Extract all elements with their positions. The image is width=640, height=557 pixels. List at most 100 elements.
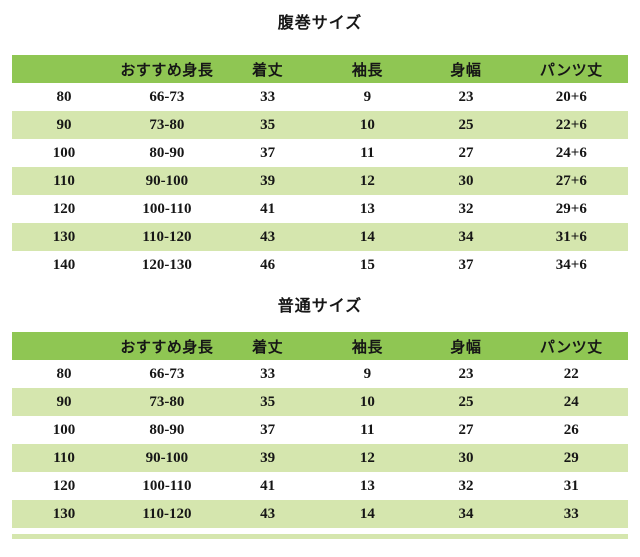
- size-cell: 120: [12, 195, 117, 223]
- value-cell: 35: [217, 111, 318, 139]
- size-chart-image: 腹巻サイズ おすすめ身長 着丈 袖長 身幅 パンツ丈 80 66-73 33 9 23 20+6 9…: [0, 13, 640, 557]
- value-cell: 110-120: [116, 500, 218, 528]
- value-cell: 100-110: [116, 195, 218, 223]
- table-row: 120 100-110 41 13 32 29+6: [12, 195, 628, 223]
- table-row: 80 66-73 33 9 23 22: [12, 360, 628, 388]
- value-cell: 20+6: [514, 83, 628, 111]
- value-cell: 31: [514, 472, 628, 500]
- column-header: 身幅: [417, 55, 515, 83]
- value-cell: 30: [417, 167, 515, 195]
- table-row: 120 100-110 41 13 32 31: [12, 472, 628, 500]
- size-cell: 140: [12, 251, 117, 279]
- size-cell: 80: [12, 83, 117, 111]
- value-cell: 39: [217, 444, 318, 472]
- value-cell: 66-73: [116, 360, 218, 388]
- value-cell: 25: [417, 388, 515, 416]
- column-header: おすすめ身長: [116, 332, 218, 360]
- value-cell: 34: [417, 500, 515, 528]
- value-cell: 37: [217, 139, 318, 167]
- value-cell: 35: [217, 388, 318, 416]
- value-cell: 33: [514, 500, 628, 528]
- value-cell: 13: [317, 472, 418, 500]
- value-cell: 33: [217, 360, 318, 388]
- value-cell: 66-73: [116, 83, 218, 111]
- table-row: 90 73-80 35 10 25 24: [12, 388, 628, 416]
- value-cell: 14: [317, 500, 418, 528]
- value-cell: 33: [217, 83, 318, 111]
- value-cell: 34+6: [514, 251, 628, 279]
- value-cell: 39: [217, 167, 318, 195]
- table-row: 90 73-80 35 10 25 22+6: [12, 111, 628, 139]
- value-cell: 10: [317, 111, 418, 139]
- value-cell: 43: [217, 223, 318, 251]
- value-cell: 13: [317, 195, 418, 223]
- value-cell: 73-80: [116, 111, 218, 139]
- value-cell: 110-120: [116, 223, 218, 251]
- column-header: パンツ丈: [514, 332, 628, 360]
- column-header: パンツ丈: [514, 55, 628, 83]
- size-cell: 110: [12, 167, 117, 195]
- table-row: 110 90-100 39 12 30 29: [12, 444, 628, 472]
- column-header: 袖長: [317, 55, 418, 83]
- value-cell: 37: [417, 251, 515, 279]
- value-cell: 29: [514, 444, 628, 472]
- value-cell: 23: [417, 360, 515, 388]
- value-cell: 90-100: [116, 167, 218, 195]
- value-cell: 12: [317, 444, 418, 472]
- size-cell: 130: [12, 223, 117, 251]
- table-row: 140 120-130 46 15 37 34+6: [12, 251, 628, 279]
- column-header: 着丈: [217, 55, 318, 83]
- value-cell: 27: [417, 139, 515, 167]
- table-title-haramaki: 腹巻サイズ: [277, 15, 363, 32]
- column-header: おすすめ身長: [116, 55, 218, 83]
- column-header: 着丈: [217, 332, 318, 360]
- column-header: [12, 332, 117, 360]
- value-cell: 80-90: [116, 416, 218, 444]
- size-cell: 120: [12, 472, 117, 500]
- column-header: [12, 55, 117, 83]
- value-cell: 100-110: [116, 472, 218, 500]
- value-cell: 37: [217, 416, 318, 444]
- header-row: おすすめ身長 着丈 袖長 身幅 パンツ丈: [12, 332, 628, 360]
- table-row: 80 66-73 33 9 23 20+6: [12, 83, 628, 111]
- value-cell: 12: [317, 167, 418, 195]
- value-cell: 80-90: [116, 139, 218, 167]
- value-cell: 41: [217, 195, 318, 223]
- value-cell: 23: [417, 83, 515, 111]
- value-cell: 14: [317, 223, 418, 251]
- value-cell: 11: [317, 416, 418, 444]
- value-cell: 22+6: [514, 111, 628, 139]
- size-cell: 90: [12, 111, 117, 139]
- value-cell: 90-100: [116, 444, 218, 472]
- column-header: 身幅: [417, 332, 515, 360]
- value-cell: 30: [417, 444, 515, 472]
- size-cell: 80: [12, 360, 117, 388]
- size-cell: 100: [12, 139, 117, 167]
- header-row: おすすめ身長 着丈 袖長 身幅 パンツ丈: [12, 55, 628, 83]
- value-cell: 11: [317, 139, 418, 167]
- table-body: 80 66-73 33 9 23 22 90 73-80 35 10 25 24 100 80-90 37 1…: [12, 360, 628, 528]
- value-cell: 43: [217, 500, 318, 528]
- table-row: 110 90-100 39 12 30 27+6: [12, 167, 628, 195]
- table-row: 100 80-90 37 11 27 24+6: [12, 139, 628, 167]
- table-title-normal: 普通サイズ: [277, 298, 363, 315]
- value-cell: 46: [217, 251, 318, 279]
- value-cell: 27+6: [514, 167, 628, 195]
- table-row: 100 80-90 37 11 27 26: [12, 416, 628, 444]
- value-cell: 25: [417, 111, 515, 139]
- value-cell: 27: [417, 416, 515, 444]
- size-cell: 130: [12, 500, 117, 528]
- table-row: 130 110-120 43 14 34 33: [12, 500, 628, 528]
- value-cell: 34: [417, 223, 515, 251]
- value-cell: 32: [417, 472, 515, 500]
- value-cell: 15: [317, 251, 418, 279]
- size-cell: 110: [12, 444, 117, 472]
- haramaki-size-table: おすすめ身長 着丈 袖長 身幅 パンツ丈 80 66-73 33 9 23 20+6 90 73-80…: [12, 55, 628, 279]
- value-cell: 31+6: [514, 223, 628, 251]
- value-cell: 73-80: [116, 388, 218, 416]
- value-cell: 32: [417, 195, 515, 223]
- value-cell: 24: [514, 388, 628, 416]
- value-cell: 9: [317, 83, 418, 111]
- value-cell: 22: [514, 360, 628, 388]
- cutoff-row-strip: [12, 534, 628, 539]
